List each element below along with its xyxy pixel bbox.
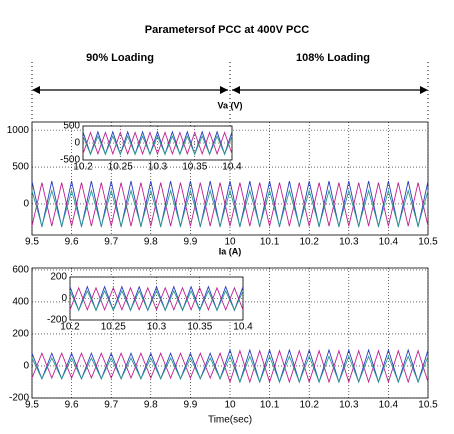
x-tick-label: 9.7	[104, 237, 118, 248]
x-tick-label: 10.4	[233, 322, 253, 333]
series-line	[31, 189, 429, 228]
x-tick-label: 10.4	[379, 400, 399, 411]
series-line	[69, 285, 244, 312]
series-line	[69, 286, 244, 312]
series-line	[82, 131, 233, 156]
y-tick-label: -500	[60, 155, 80, 166]
y-tick-label: 0	[23, 361, 29, 372]
x-tick-label: 10.5	[418, 237, 438, 248]
x-tick-label: 9.9	[183, 400, 197, 411]
x-tick-label: 9.6	[65, 237, 79, 248]
x-tick-label: 9.5	[25, 237, 39, 248]
y-tick-label: 0	[23, 199, 29, 210]
region-label: 108% Loading	[296, 52, 370, 64]
chart-title: Va (V)	[217, 100, 242, 110]
x-tick-label: 9.7	[104, 400, 118, 411]
y-tick-label: 600	[12, 265, 29, 276]
y-tick-label: 200	[50, 272, 67, 283]
y-tick-label: 500	[12, 162, 29, 173]
x-tick-label: 10.3	[147, 322, 167, 333]
x-tick-label: 10	[224, 400, 236, 411]
x-tick-label: 10.25	[101, 322, 126, 333]
x-tick-label: 10	[224, 237, 236, 248]
y-tick-label: 1000	[7, 125, 30, 136]
y-tick-label: 400	[12, 297, 29, 308]
series-line	[82, 130, 233, 156]
y-tick-label: -200	[9, 393, 29, 404]
region-label: 90% Loading	[86, 52, 154, 64]
y-tick-label: -200	[47, 315, 67, 326]
chart-title: Ia (A)	[219, 246, 242, 256]
x-tick-label: 9.8	[144, 237, 158, 248]
y-tick-label: 0	[61, 293, 67, 304]
series-line	[31, 182, 429, 227]
x-tick-label: 9.9	[183, 237, 197, 248]
series-line	[31, 348, 429, 384]
x-tick-label: 10.5	[418, 400, 438, 411]
x-tick-label: 10.2	[299, 237, 319, 248]
x-axis-label: Time(sec)	[208, 415, 252, 426]
series-line	[82, 135, 233, 156]
y-tick-label: 0	[74, 138, 80, 149]
x-tick-label: 10.3	[339, 237, 359, 248]
x-tick-label: 10.35	[182, 162, 207, 173]
x-tick-label: 9.5	[25, 400, 39, 411]
region-arrows	[32, 86, 428, 94]
series-line	[31, 181, 429, 227]
x-tick-label: 10.3	[148, 162, 168, 173]
x-tick-label: 10.2	[60, 322, 80, 333]
x-tick-label: 10.1	[260, 400, 280, 411]
series-line	[69, 289, 244, 312]
y-tick-label: 500	[63, 121, 80, 132]
x-tick-label: 9.6	[65, 400, 79, 411]
figure-title: Parametersof PCC at 400V PCC	[145, 24, 310, 36]
x-tick-label: 10.4	[222, 162, 242, 173]
x-tick-label: 10.35	[187, 322, 212, 333]
x-tick-label: 10.2	[299, 400, 319, 411]
x-tick-label: 9.8	[144, 400, 158, 411]
x-tick-label: 10.1	[260, 237, 280, 248]
x-tick-label: 10.4	[379, 237, 399, 248]
series-line	[31, 349, 429, 384]
series-line	[31, 355, 429, 384]
x-tick-label: 10.3	[339, 400, 359, 411]
x-tick-label: 10.2	[73, 162, 93, 173]
y-tick-label: 200	[12, 329, 29, 340]
region-dividers	[31, 62, 429, 120]
x-tick-label: 10.25	[108, 162, 133, 173]
